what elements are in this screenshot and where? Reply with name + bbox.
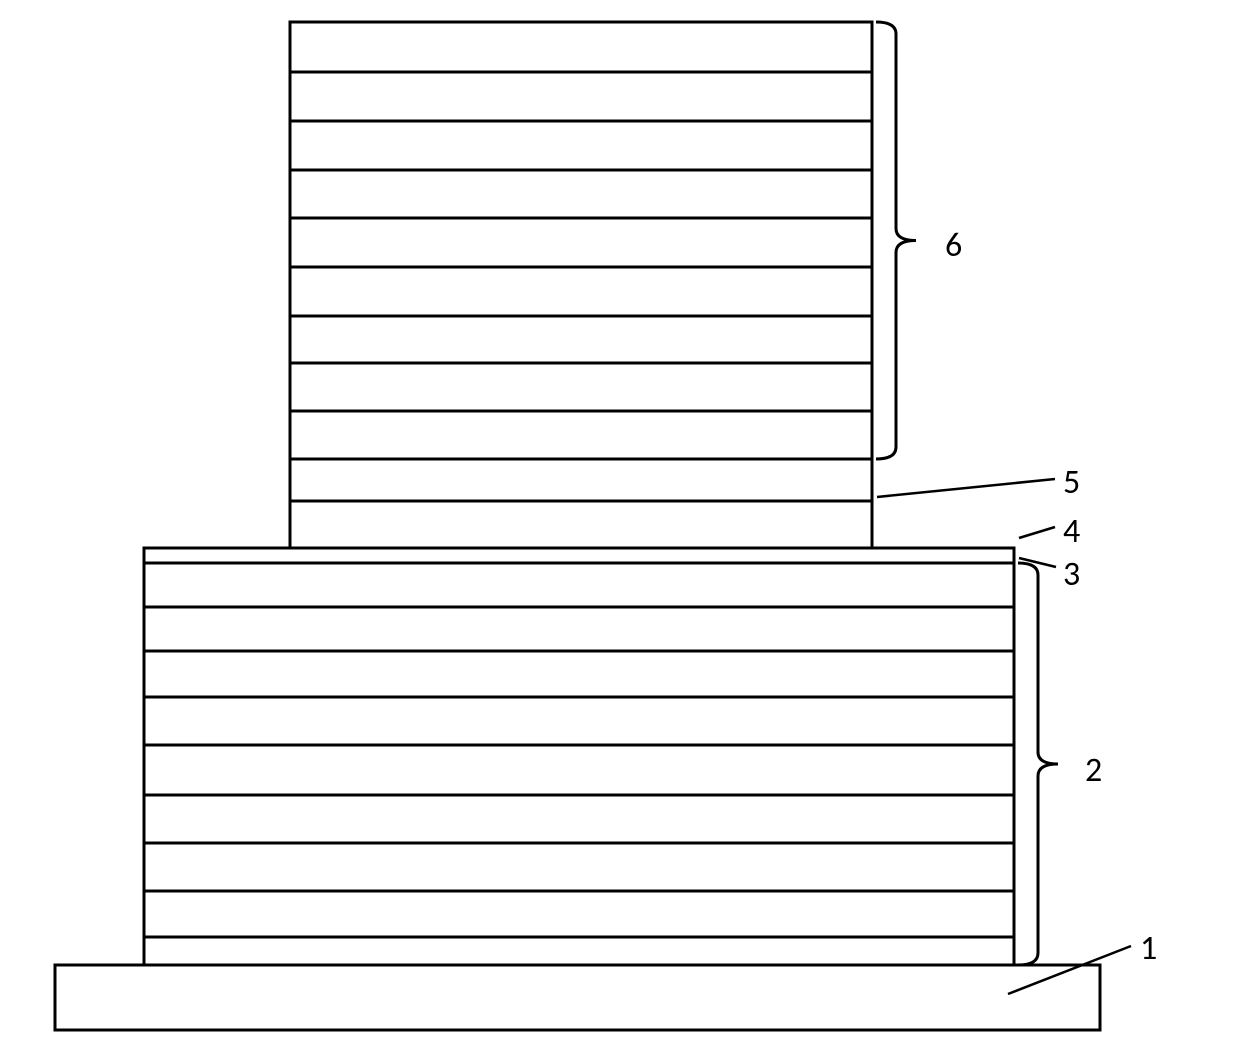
- label-3: 3: [1063, 554, 1080, 595]
- label-5: 5: [1063, 462, 1080, 503]
- layer-diagram: [0, 0, 1240, 1064]
- base-layer: [55, 965, 1100, 1030]
- label-4: 4: [1063, 511, 1080, 552]
- lower-stack: [144, 563, 1014, 965]
- thin-layer: [144, 548, 1014, 563]
- label-1: 1: [1140, 928, 1157, 969]
- top-stack: [290, 22, 872, 501]
- mid-layer: [290, 501, 872, 548]
- label-6: 6: [945, 225, 962, 266]
- label-2: 2: [1085, 750, 1102, 791]
